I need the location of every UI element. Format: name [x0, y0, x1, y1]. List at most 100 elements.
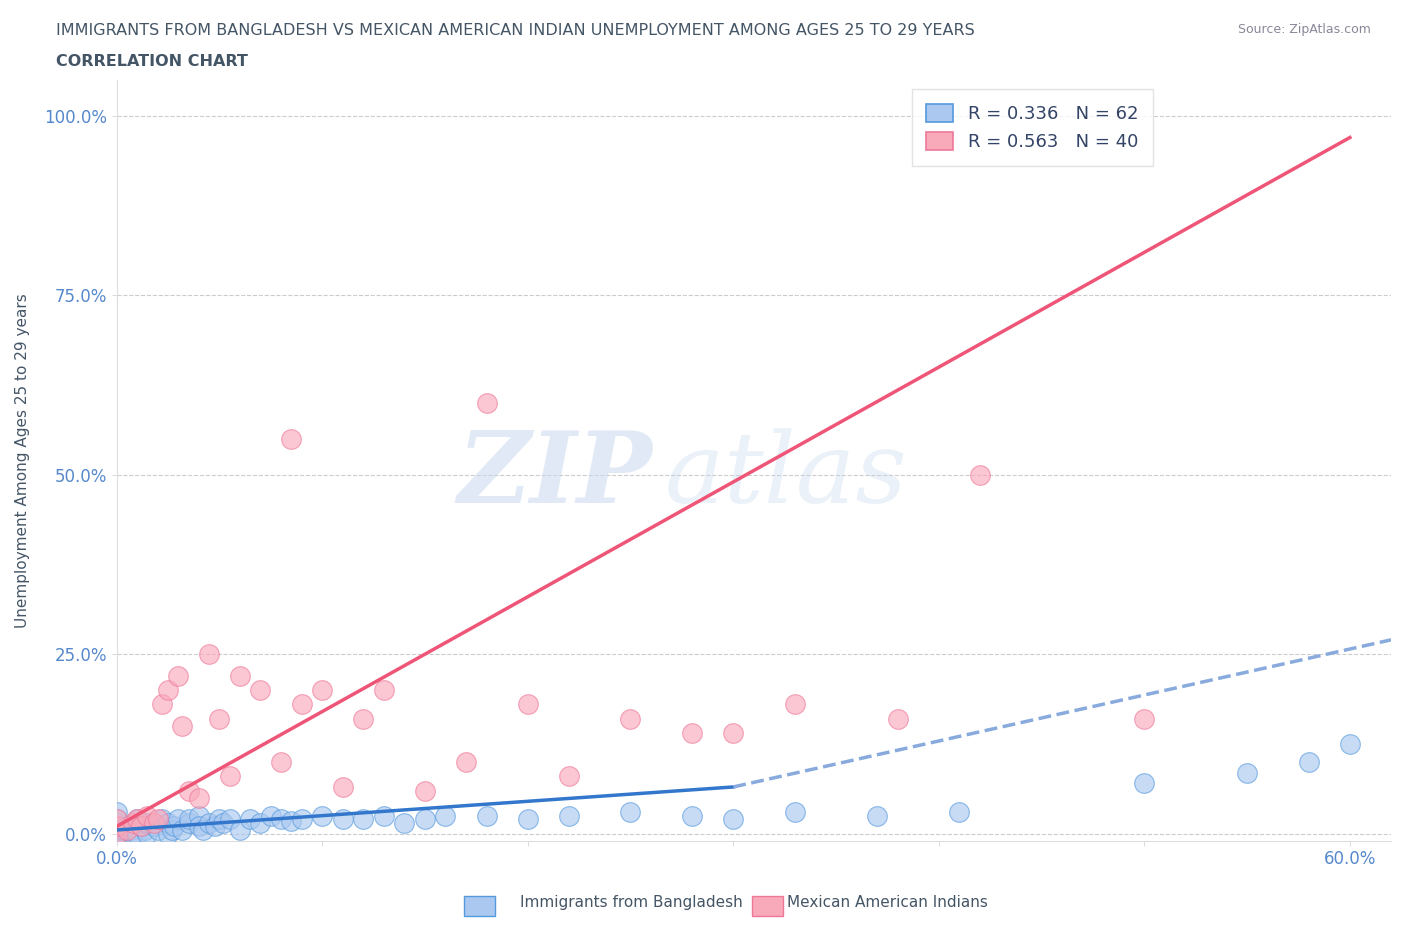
Point: [434, 808, 457, 823]
Point: [129, 819, 152, 834]
Point: [163, 819, 186, 834]
Point: [160, 822, 183, 837]
Point: [110, 826, 132, 841]
Point: [270, 812, 292, 827]
Text: Source: ZipAtlas.com: Source: ZipAtlas.com: [1237, 23, 1371, 36]
Point: [105, 819, 128, 834]
Point: [105, 812, 128, 827]
Point: [516, 697, 538, 711]
Point: [886, 711, 908, 726]
Point: [475, 808, 498, 823]
Point: [122, 816, 145, 830]
Point: [150, 812, 173, 827]
Point: [134, 822, 156, 837]
Text: ZIP: ZIP: [457, 428, 652, 524]
Point: [122, 826, 145, 841]
Point: [558, 808, 581, 823]
Point: [167, 669, 190, 684]
Point: [127, 812, 149, 827]
Point: [127, 826, 149, 841]
Point: [1339, 737, 1361, 751]
Text: atlas: atlas: [665, 428, 907, 524]
Point: [172, 822, 194, 837]
Point: [229, 822, 252, 837]
Point: [1133, 776, 1156, 790]
Point: [1236, 765, 1258, 780]
Point: [191, 822, 214, 837]
Point: [280, 813, 302, 828]
Point: [187, 790, 209, 805]
Point: [291, 812, 314, 827]
Point: [413, 812, 436, 827]
Point: [105, 822, 128, 837]
Point: [129, 819, 152, 834]
Point: [204, 819, 226, 834]
Point: [723, 812, 745, 827]
Point: [413, 783, 436, 798]
Point: [681, 808, 703, 823]
Point: [681, 725, 703, 740]
Point: [105, 826, 128, 841]
Text: Immigrants from Bangladesh: Immigrants from Bangladesh: [520, 895, 742, 910]
Point: [280, 432, 302, 446]
Point: [311, 808, 333, 823]
Point: [120, 822, 142, 837]
Point: [619, 804, 641, 819]
Text: CORRELATION CHART: CORRELATION CHART: [56, 54, 247, 69]
Point: [352, 711, 374, 726]
Point: [187, 819, 209, 834]
Point: [187, 808, 209, 823]
Point: [1133, 711, 1156, 726]
Point: [239, 812, 262, 827]
Point: [229, 669, 252, 684]
Point: [249, 683, 271, 698]
Point: [311, 683, 333, 698]
Point: [394, 816, 416, 830]
Point: [208, 812, 231, 827]
Point: [142, 816, 165, 830]
Point: [150, 697, 173, 711]
Point: [105, 826, 128, 841]
Point: [783, 804, 806, 819]
Point: [156, 683, 179, 698]
Point: [249, 816, 271, 830]
Point: [723, 725, 745, 740]
Point: [105, 819, 128, 834]
Point: [212, 816, 235, 830]
Point: [142, 819, 165, 834]
Point: [156, 826, 179, 841]
Point: [218, 769, 240, 784]
Y-axis label: Unemployment Among Ages 25 to 29 years: Unemployment Among Ages 25 to 29 years: [15, 293, 30, 628]
Point: [475, 395, 498, 410]
Text: IMMIGRANTS FROM BANGLADESH VS MEXICAN AMERICAN INDIAN UNEMPLOYMENT AMONG AGES 25: IMMIGRANTS FROM BANGLADESH VS MEXICAN AM…: [56, 23, 974, 38]
Point: [516, 812, 538, 827]
Point: [105, 804, 128, 819]
Point: [177, 812, 200, 827]
Point: [146, 812, 169, 827]
Point: [866, 808, 889, 823]
Point: [111, 822, 134, 837]
Point: [115, 819, 138, 834]
Point: [969, 468, 991, 483]
Point: [136, 826, 159, 841]
Point: [177, 783, 200, 798]
Point: [454, 754, 477, 769]
Point: [208, 711, 231, 726]
Point: [146, 822, 169, 837]
Point: [332, 812, 354, 827]
Point: [260, 808, 283, 823]
Point: [291, 697, 314, 711]
Point: [270, 754, 292, 769]
Point: [177, 816, 200, 830]
Point: [136, 808, 159, 823]
Point: [167, 812, 190, 827]
Point: [948, 804, 970, 819]
Point: [373, 683, 395, 698]
Point: [783, 697, 806, 711]
Point: [198, 646, 221, 661]
Point: [172, 719, 194, 734]
Point: [1298, 754, 1320, 769]
Point: [332, 779, 354, 794]
Point: [373, 808, 395, 823]
Point: [156, 816, 179, 830]
